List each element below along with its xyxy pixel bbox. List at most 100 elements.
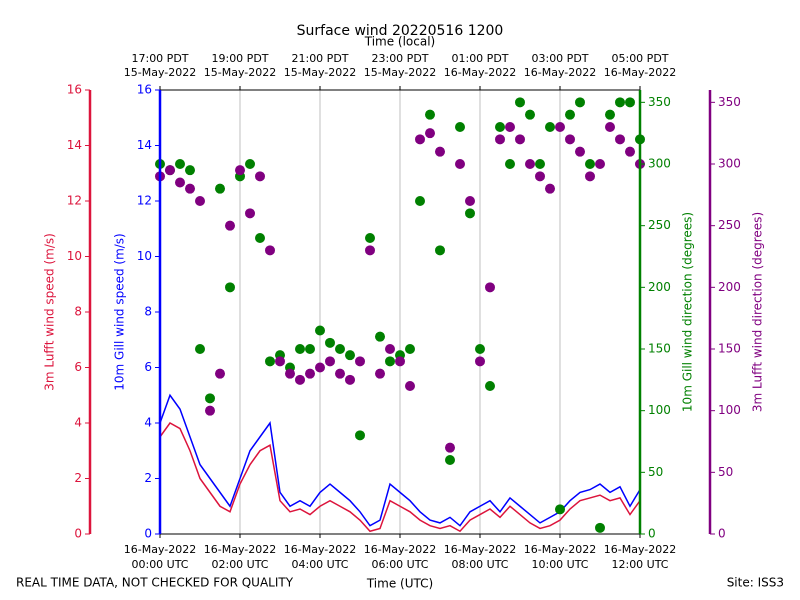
- direction-point: [555, 504, 565, 515]
- x-tick-label: 06:00 UTC: [371, 558, 428, 571]
- direction-point: [585, 171, 595, 182]
- y-tick-label: 16: [137, 83, 152, 97]
- x2-tick-label: 03:00 PDT: [531, 52, 588, 65]
- x-tick-label: 04:00 UTC: [291, 558, 348, 571]
- y-tick-label: 200: [648, 280, 671, 294]
- y-tick-label: 50: [648, 465, 663, 479]
- x2-tick-label: 21:00 PDT: [291, 52, 348, 65]
- x2-tick-label: 17:00 PDT: [131, 52, 188, 65]
- y-tick-label: 0: [74, 527, 82, 541]
- x-tick-label: 02:00 UTC: [211, 558, 268, 571]
- direction-point: [305, 368, 315, 379]
- direction-point: [495, 134, 505, 145]
- direction-point: [575, 146, 585, 157]
- y-tick-label: 12: [137, 194, 152, 208]
- x2-tick-label: 15-May-2022: [124, 66, 196, 79]
- direction-point: [535, 159, 545, 169]
- x2-tick-label: 15-May-2022: [204, 66, 276, 79]
- direction-point: [615, 97, 625, 108]
- direction-point: [465, 196, 475, 206]
- direction-point: [265, 245, 275, 256]
- direction-point: [475, 344, 485, 354]
- direction-point: [495, 122, 505, 132]
- y-axis-label: 10m Gill wind direction (degrees): [681, 212, 695, 412]
- direction-point: [315, 325, 325, 336]
- chart-title: Surface wind 20220516 1200: [297, 23, 504, 39]
- direction-point: [605, 109, 615, 120]
- direction-point: [545, 183, 555, 194]
- y-tick-label: 100: [718, 403, 741, 417]
- direction-point: [605, 122, 615, 132]
- direction-point: [205, 393, 215, 404]
- direction-point: [445, 442, 455, 453]
- speed-line: [159, 422, 641, 533]
- direction-point: [265, 356, 275, 367]
- direction-point: [185, 165, 195, 176]
- x2-tick-label: 01:00 PDT: [451, 52, 508, 65]
- x2-tick-label: 16-May-2022: [604, 66, 676, 79]
- direction-point: [415, 196, 425, 206]
- y-tick-label: 10: [137, 249, 152, 263]
- y-tick-label: 50: [718, 465, 733, 479]
- x-tick-label: 16-May-2022: [444, 543, 516, 556]
- direction-point: [425, 109, 435, 120]
- x-tick-label: 16-May-2022: [124, 543, 196, 556]
- direction-point: [295, 344, 305, 354]
- direction-point: [175, 159, 185, 169]
- direction-point: [315, 362, 325, 373]
- x2-tick-label: 16-May-2022: [524, 66, 596, 79]
- direction-point: [505, 159, 515, 169]
- y-tick-label: 8: [144, 305, 152, 319]
- y-tick-label: 10: [67, 249, 82, 263]
- y-tick-label: 250: [718, 218, 741, 232]
- y-tick-label: 100: [648, 403, 671, 417]
- direction-point: [195, 344, 205, 354]
- x2-tick-label: 05:00 PDT: [611, 52, 668, 65]
- y-axis-label: 3m Lufft wind speed (m/s): [43, 233, 57, 391]
- direction-point: [595, 159, 605, 169]
- site-label: Site: ISS3: [727, 576, 784, 590]
- direction-point: [365, 245, 375, 256]
- direction-point: [225, 220, 235, 231]
- direction-point: [435, 146, 445, 157]
- direction-point: [255, 171, 265, 182]
- direction-point: [255, 233, 265, 243]
- y-tick-label: 300: [648, 157, 671, 171]
- direction-point: [565, 134, 575, 145]
- direction-point: [215, 368, 225, 379]
- direction-point: [245, 208, 255, 219]
- direction-point: [585, 159, 595, 169]
- direction-point: [435, 245, 445, 256]
- direction-point: [235, 165, 245, 176]
- direction-point: [555, 122, 565, 132]
- direction-point: [405, 344, 415, 354]
- direction-point: [565, 109, 575, 120]
- direction-point: [535, 171, 545, 182]
- y-tick-label: 150: [718, 342, 741, 356]
- direction-point: [305, 344, 315, 354]
- direction-point: [375, 368, 385, 379]
- y-tick-label: 200: [718, 280, 741, 294]
- x-tick-label: 10:00 UTC: [531, 558, 588, 571]
- direction-point: [525, 159, 535, 169]
- x2-tick-label: 16-May-2022: [444, 66, 516, 79]
- y-tick-label: 350: [648, 95, 671, 109]
- y-tick-label: 150: [648, 342, 671, 356]
- direction-point: [355, 430, 365, 441]
- direction-point: [465, 208, 475, 219]
- direction-point: [515, 134, 525, 145]
- direction-point: [225, 282, 235, 293]
- direction-point: [405, 381, 415, 391]
- direction-point: [525, 109, 535, 120]
- x-tick-label: 16-May-2022: [604, 543, 676, 556]
- direction-point: [295, 374, 305, 385]
- direction-point: [345, 374, 355, 385]
- y-tick-label: 0: [144, 527, 152, 541]
- direction-point: [245, 159, 255, 169]
- direction-point: [505, 122, 515, 132]
- direction-point: [345, 350, 355, 361]
- y-tick-label: 350: [718, 95, 741, 109]
- x-axis-label: Time (UTC): [366, 577, 433, 591]
- direction-point: [425, 128, 435, 139]
- direction-point: [485, 282, 495, 293]
